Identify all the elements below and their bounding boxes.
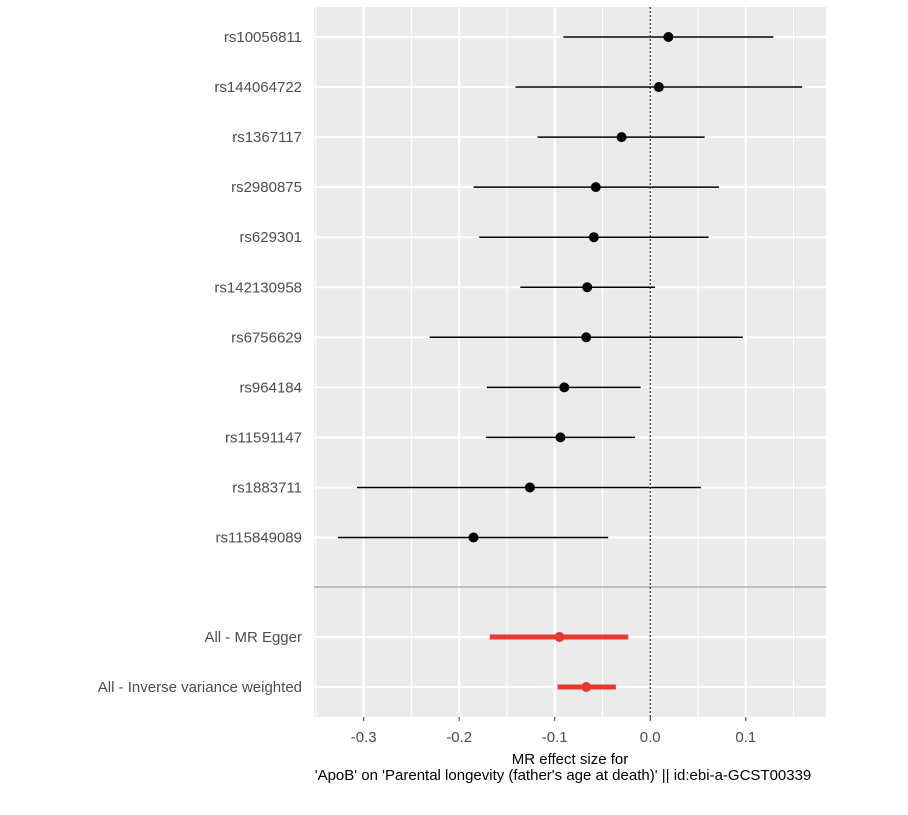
snp-point (468, 532, 479, 543)
snp-label: rs6756629 (231, 329, 302, 346)
snp-point (616, 132, 627, 143)
x-tick-label: -0.1 (542, 729, 568, 746)
summary-label: All - Inverse variance weighted (98, 679, 302, 696)
snp-label: rs964184 (239, 379, 302, 396)
x-tick-label: -0.3 (351, 729, 377, 746)
x-tick-label: 0.0 (640, 729, 661, 746)
snp-label: rs1367117 (232, 129, 302, 146)
snp-label: rs144064722 (214, 79, 302, 96)
x-axis-title-line2: 'ApoB' on 'Parental longevity (father's … (315, 767, 812, 784)
summary-point (581, 682, 592, 692)
marks-layer (337, 32, 803, 692)
snp-label: rs142130958 (214, 279, 302, 296)
snp-point (582, 282, 593, 293)
snp-label: rs1883711 (232, 479, 302, 496)
x-axis: -0.3 -0.2 -0.1 0.0 0.1 (351, 717, 756, 746)
snp-label: rs10056811 (224, 29, 302, 46)
plot-panel (314, 7, 826, 717)
x-axis-title-line1: MR effect size for (512, 751, 628, 768)
x-tick-label: -0.2 (446, 729, 472, 746)
summary-label: All - MR Egger (204, 629, 302, 646)
x-tick-label: 0.1 (735, 729, 756, 746)
snp-point (581, 332, 592, 343)
snp-label: rs11591147 (225, 429, 302, 446)
snp-point (559, 382, 570, 393)
y-axis-labels: rs10056811 rs144064722 rs1367117 rs2980875 r… (98, 29, 302, 696)
snp-point (590, 182, 601, 193)
snp-point (663, 32, 674, 42)
snp-label: rs2980875 (231, 179, 302, 196)
summary-point (554, 632, 565, 642)
snp-label: rs115849089 (216, 530, 302, 547)
snp-label: rs629301 (239, 229, 302, 246)
snp-point (524, 482, 535, 493)
snp-point (653, 82, 664, 93)
snp-point (555, 432, 566, 443)
snp-point (588, 232, 599, 243)
